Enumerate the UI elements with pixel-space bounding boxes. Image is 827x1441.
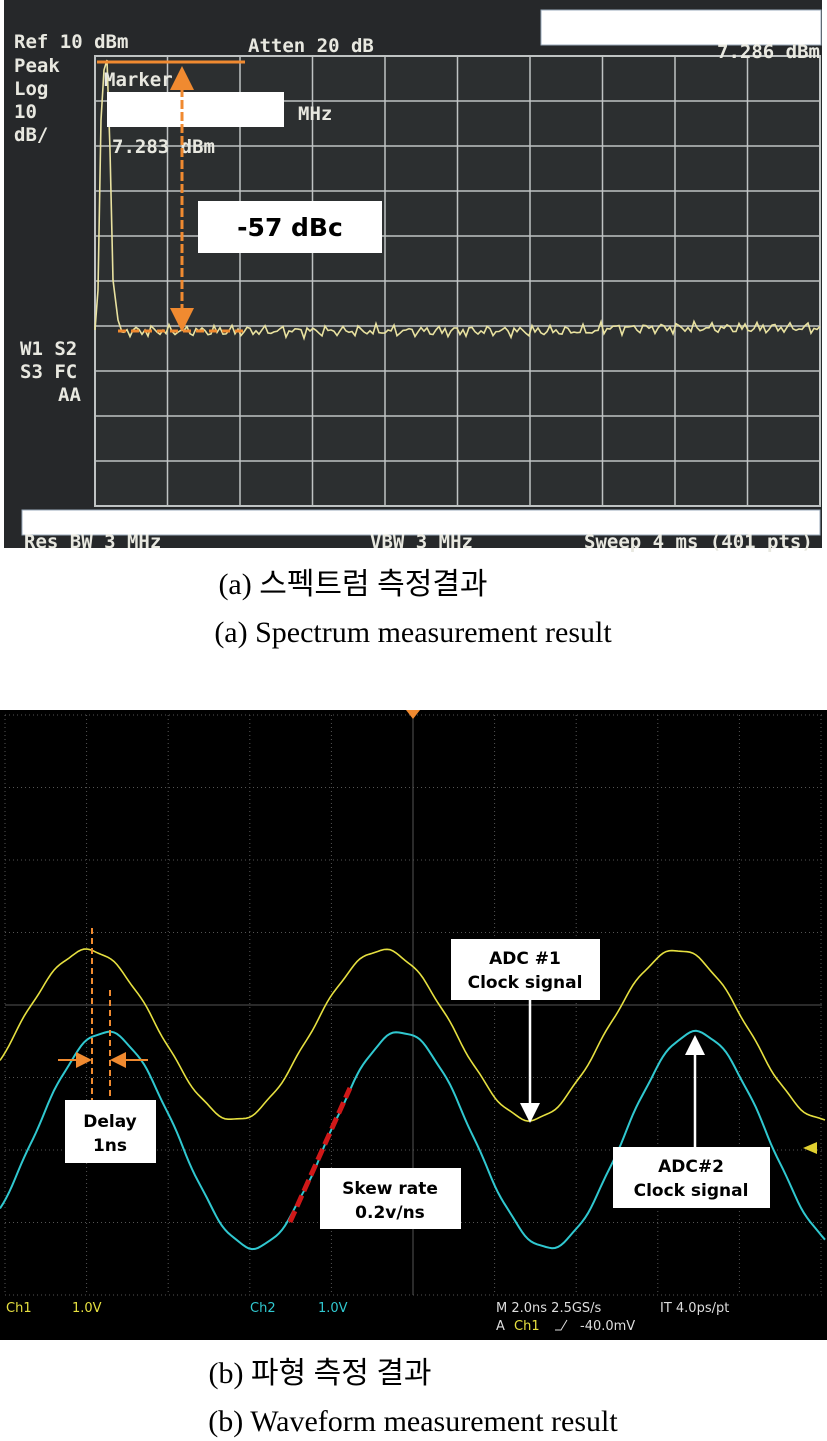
ref-level: Ref 10 dBm: [14, 31, 128, 53]
ch1-scale: 1.0V: [72, 1301, 102, 1316]
trace-mode-3: AA: [58, 384, 81, 406]
spectrum-panel: Ref 10 dBm Atten 20 dB Peak Log 10 dB/ M…: [4, 0, 822, 553]
delay-value: 1ns: [93, 1136, 127, 1156]
caption-a-en: (a) Spectrum measurement result: [214, 616, 612, 649]
ch2-scale: 1.0V: [318, 1301, 348, 1316]
ch1-label: Ch1: [6, 1301, 32, 1316]
waveform-panel: Delay 1ns Skew rate 0.2v/ns ADC #1 Clock…: [0, 710, 827, 1340]
dbc-annotation: -57 dBc: [237, 213, 343, 242]
scale-value: 10: [14, 101, 37, 123]
attenuation: Atten 20 dB: [248, 35, 374, 57]
marker-level: 7.283 dBm: [112, 136, 215, 158]
trigger-position-marker: [406, 710, 420, 719]
caption-b-en: (b) Waveform measurement result: [208, 1405, 618, 1438]
delay-box: [65, 1100, 156, 1163]
marker-unit: MHz: [298, 103, 332, 125]
spectrum-grid: [95, 56, 820, 506]
caption-a-ko: (a) 스펙트럼 측정결과: [218, 568, 487, 601]
skew-title: Skew rate: [342, 1179, 438, 1199]
adc2-sub: Clock signal: [634, 1181, 749, 1201]
marker-frequency-mask: [107, 92, 284, 127]
sweep: Sweep 4 ms (401 pts): [584, 531, 813, 553]
adc2-box: [613, 1147, 770, 1208]
delay-title: Delay: [83, 1112, 137, 1132]
res-bw: Res BW 3 MHz: [24, 531, 161, 553]
trigger-slope-icon: [555, 1319, 568, 1331]
adc1-sub: Clock signal: [468, 973, 583, 993]
trigger-level-marker: [803, 1142, 817, 1154]
trigger-mode: A: [496, 1319, 505, 1334]
ch2-trace: [0, 1029, 826, 1251]
ch2-label: Ch2: [250, 1301, 276, 1316]
scale-type: Log: [14, 78, 48, 100]
trigger-source: Ch1: [514, 1319, 540, 1334]
timebase: M 2.0ns 2.5GS/s: [496, 1301, 602, 1316]
spectrum-trace: [94, 59, 821, 341]
bottom-mask: [21, 509, 821, 536]
trace-mode-2: S3 FC: [20, 361, 77, 383]
vbw: VBW 3 MHz: [370, 531, 473, 553]
detector: Peak: [14, 55, 60, 77]
skew-box: [320, 1168, 461, 1229]
caption-b-ko: (b) 파형 측정 결과: [208, 1357, 431, 1390]
scope-grid: [4, 714, 822, 1296]
ch1-trace: [0, 948, 826, 1122]
trace-mode-1: W1 S2: [20, 338, 77, 360]
adc1-box: [451, 939, 600, 1000]
trigger-level: -40.0mV: [580, 1319, 635, 1334]
scale-unit: dB/: [14, 124, 48, 146]
skew-rate-line: [287, 1086, 353, 1224]
dbc-box: [198, 201, 382, 253]
interpolation: IT 4.0ps/pt: [660, 1301, 729, 1316]
marker-label: Marker: [104, 69, 173, 91]
adc1-title: ADC #1: [489, 949, 561, 969]
skew-value: 0.2v/ns: [355, 1203, 425, 1223]
top-right-level: 7.286 dBm: [717, 41, 820, 63]
adc2-title: ADC#2: [658, 1157, 724, 1177]
top-right-mask: [540, 9, 822, 46]
